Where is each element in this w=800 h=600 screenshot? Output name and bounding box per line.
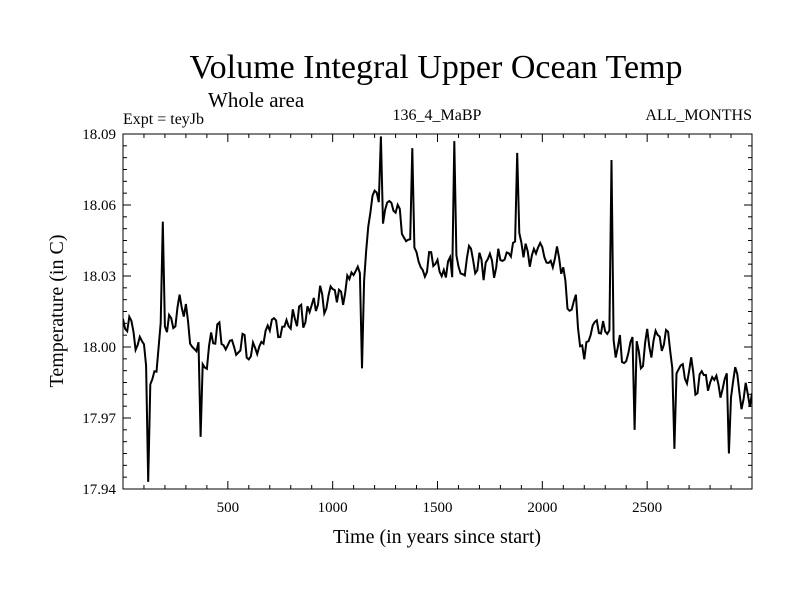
y-tick-label: 17.97 xyxy=(82,411,116,427)
x-axis-label: Time (in years since start) xyxy=(333,526,541,548)
run-label: 136_4_MaBP xyxy=(393,107,482,124)
experiment-label: Expt = teyJb xyxy=(123,111,204,128)
x-axis: 500 1000 1500 2000 2500 xyxy=(143,134,732,516)
x-tick-label: 2000 xyxy=(527,500,557,516)
y-tick-label: 18.09 xyxy=(82,127,116,143)
plot-frame xyxy=(122,133,753,490)
x-tick-label: 500 xyxy=(217,500,240,516)
temperature-series-line xyxy=(123,136,752,482)
period-label: ALL_MONTHS xyxy=(645,107,752,124)
x-tick-label: 1500 xyxy=(423,500,453,516)
y-axis-label: Temperature (in C) xyxy=(46,235,68,388)
x-tick-label: 1000 xyxy=(318,500,348,516)
y-tick-label: 18.06 xyxy=(82,198,116,214)
y-axis: 17.94 17.97 18.00 18.03 18.06 18.09 xyxy=(82,127,752,498)
y-tick-label: 17.94 xyxy=(82,482,116,498)
y-tick-label: 18.03 xyxy=(82,269,116,285)
chart-subtitle: Whole area xyxy=(208,88,305,112)
y-tick-label: 18.00 xyxy=(82,340,116,356)
chart-title: Volume Integral Upper Ocean Temp xyxy=(190,49,683,86)
series-layer xyxy=(123,136,752,482)
x-tick-label: 2500 xyxy=(632,500,662,516)
